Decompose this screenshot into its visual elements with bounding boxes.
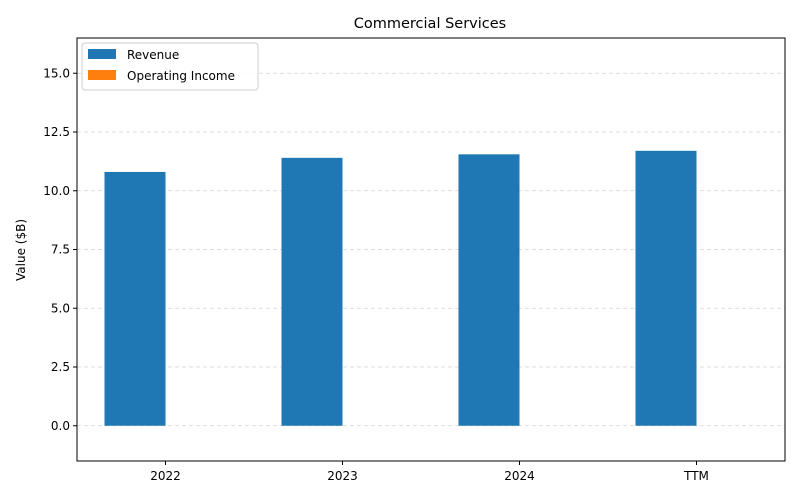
y-tick-label: 2.5 [51, 360, 70, 374]
legend: Revenue Operating Income [81, 42, 259, 91]
y-tick-label: 10.0 [43, 184, 70, 198]
x-tick-label: 2024 [504, 469, 535, 483]
legend-label-revenue: Revenue [127, 48, 179, 62]
y-axis-ticks: 0.0 2.5 5.0 7.5 10.0 12.5 15.0 [43, 66, 77, 433]
y-tick-label: 15.0 [43, 66, 70, 80]
bar-revenue-2022 [104, 171, 166, 426]
bars [104, 150, 697, 426]
x-axis-ticks: 2022 2023 2024 TTM [150, 461, 709, 483]
bar-revenue-2024 [458, 154, 520, 426]
x-tick-label: TTM [683, 469, 709, 483]
x-tick-label: 2023 [327, 469, 358, 483]
y-tick-label: 5.0 [51, 301, 70, 315]
legend-swatch-operating-income [88, 70, 116, 80]
y-tick-label: 7.5 [51, 243, 70, 257]
legend-items: Revenue Operating Income [88, 48, 235, 83]
legend-swatch-revenue [88, 49, 116, 59]
x-tick-label: 2022 [150, 469, 181, 483]
y-tick-label: 0.0 [51, 419, 70, 433]
y-axis-title: Value ($B) [14, 219, 28, 281]
legend-label-operating-income: Operating Income [127, 69, 235, 83]
bar-revenue-ttm [635, 150, 697, 426]
legend-box [81, 42, 259, 91]
y-tick-label: 12.5 [43, 125, 70, 139]
bar-revenue-2023 [281, 157, 343, 426]
chart-title: Commercial Services [354, 16, 506, 32]
